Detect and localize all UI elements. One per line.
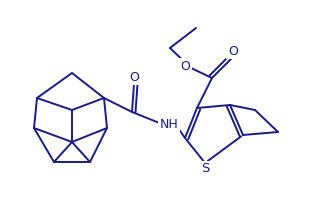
Text: O: O <box>180 59 190 72</box>
Text: S: S <box>201 163 209 176</box>
Text: O: O <box>129 71 139 84</box>
Text: NH: NH <box>160 119 178 132</box>
Text: O: O <box>228 45 238 58</box>
